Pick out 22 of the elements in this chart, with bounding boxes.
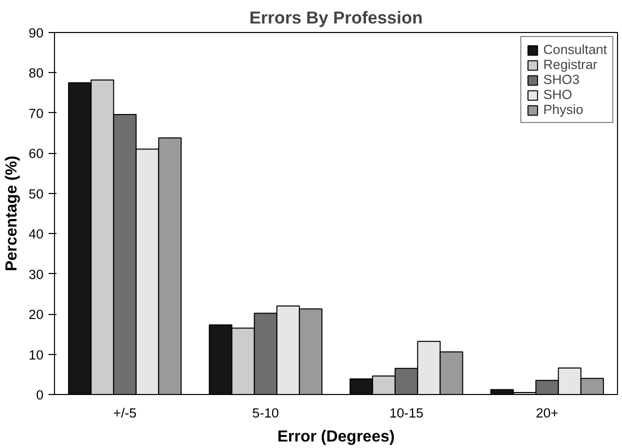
legend-label: SHO3	[543, 72, 580, 87]
legend-label: Registrar	[543, 57, 598, 72]
x-tick-label: 5-10	[252, 406, 279, 420]
y-tick-label: 20	[28, 307, 44, 322]
y-tick-label: 70	[28, 106, 44, 121]
x-tick-label: 20+	[536, 406, 559, 420]
legend-label: SHO	[543, 87, 572, 102]
y-tick-label: 50	[28, 186, 44, 202]
y-tick-label: 10	[28, 347, 44, 362]
x-tick-label: 10-15	[389, 406, 424, 420]
y-tick-label: 80	[28, 66, 44, 81]
x-tick-label: +/-5	[113, 406, 137, 420]
chart-title: Errors By Profession	[249, 8, 423, 28]
y-tick-label: 60	[28, 146, 44, 162]
y-tick-label: 90	[28, 26, 44, 40]
y-tick-label: 30	[28, 266, 44, 282]
legend-label: Physio	[543, 102, 584, 117]
x-axis-title: Error (Degrees)	[277, 428, 395, 446]
legend-label: Consultant	[543, 42, 607, 57]
y-tick-label: 40	[28, 226, 44, 242]
y-tick-label: 0	[36, 388, 44, 402]
y-axis-title: Percentage (%)	[4, 156, 21, 272]
